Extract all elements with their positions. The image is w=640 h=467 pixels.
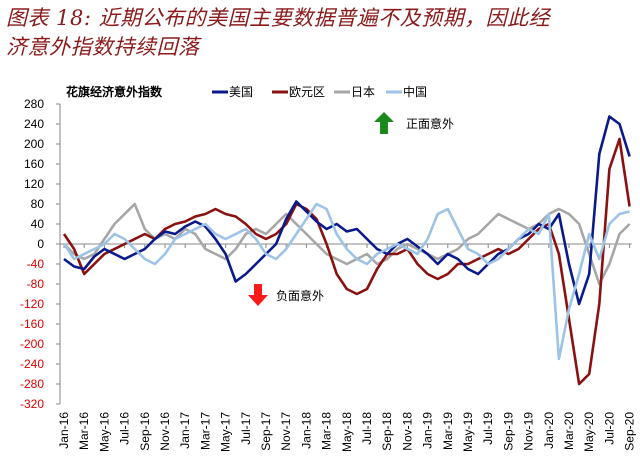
y-tick-label: 200 xyxy=(24,137,44,151)
x-tick-label: Jul-17 xyxy=(239,412,253,445)
annotation-positive: 正面意外 xyxy=(374,112,454,134)
legend: 美国 欧元区 日本 中国 xyxy=(212,84,427,99)
annotation-negative: 负面意外 xyxy=(248,284,324,306)
x-tick-label: Sep-16 xyxy=(138,412,152,451)
legend-label: 中国 xyxy=(403,84,427,99)
x-tick-label: Jan-18 xyxy=(299,412,313,449)
x-tick-label: Jul-19 xyxy=(481,412,495,445)
y-tick-label: -240 xyxy=(20,357,44,371)
x-tick-label: Nov-18 xyxy=(400,412,414,451)
y-tick-label: -200 xyxy=(20,337,44,351)
x-tick-label: May-17 xyxy=(219,412,233,452)
x-tick-label: May-18 xyxy=(340,412,354,452)
y-tick-label: 40 xyxy=(31,217,45,231)
x-tick-label: May-16 xyxy=(97,412,111,452)
x-tick-label: Sep-19 xyxy=(501,412,515,451)
y-tick-label: 160 xyxy=(24,157,44,171)
y-tick-label: 0 xyxy=(37,237,44,251)
x-tick-label: Mar-17 xyxy=(198,412,212,450)
x-tick-label: Nov-16 xyxy=(158,412,172,451)
annotation-positive-label: 正面意外 xyxy=(406,116,454,131)
legend-label: 美国 xyxy=(229,85,253,99)
legend-label: 日本 xyxy=(351,85,375,99)
x-tick-label: Sep-18 xyxy=(380,412,394,451)
series-line-3 xyxy=(62,202,630,361)
x-tick-label: May-19 xyxy=(461,412,475,452)
figure-title-line1: 图表 18: 近期公布的美国主要数据普遍不及预期，因此经 xyxy=(6,6,551,30)
axes: 280 240 200 160 120 80 40 0 -40 -80 -120 -160 -200 -2… xyxy=(20,97,637,452)
y-tick-label: 120 xyxy=(24,177,44,191)
x-tick-label: Jul-18 xyxy=(360,412,374,445)
annotation-negative-label: 负面意外 xyxy=(276,288,324,303)
series-line-0 xyxy=(63,115,631,306)
x-tick-label: Jan-19 xyxy=(421,412,435,449)
y-tick-label: 240 xyxy=(24,117,44,131)
series-lines xyxy=(62,115,631,386)
x-tick-label: Jan-20 xyxy=(542,412,556,449)
y-tick-label: -320 xyxy=(20,397,44,411)
x-tick-label: Jan-17 xyxy=(178,412,192,449)
x-tick-label: Sep-17 xyxy=(259,412,273,451)
y-tick-label: 280 xyxy=(24,97,44,111)
x-tick-label: May-20 xyxy=(582,412,596,452)
x-tick-label: Mar-20 xyxy=(562,412,576,450)
y-tick-label: -80 xyxy=(27,277,45,291)
y-tick-label: -120 xyxy=(20,297,44,311)
x-tick-label: Mar-18 xyxy=(320,412,334,450)
x-tick-label: Mar-19 xyxy=(441,412,455,450)
figure-title-line2: 济意外指数持续回落 xyxy=(6,35,200,59)
figure-title: 图表 18: 近期公布的美国主要数据普遍不及预期，因此经 济意外指数持续回落 xyxy=(6,4,636,62)
legend-label: 欧元区 xyxy=(289,85,325,99)
x-tick-label: Jan-16 xyxy=(57,412,71,449)
x-tick-label: Nov-17 xyxy=(279,412,293,451)
x-tick-label: Jul-20 xyxy=(602,412,616,445)
x-tick-label: Mar-16 xyxy=(77,412,91,450)
x-tick-label: Sep-20 xyxy=(623,412,637,451)
y-tick-label: -160 xyxy=(20,317,44,331)
up-arrow-icon xyxy=(374,112,394,134)
y-tick-label: 80 xyxy=(31,197,45,211)
y-tick-label: -40 xyxy=(27,257,45,271)
down-arrow-icon xyxy=(248,284,268,306)
chart-title: 花旗经济意外指数 xyxy=(66,84,163,99)
x-tick-label: Nov-19 xyxy=(522,412,536,451)
x-tick-label: Jul-16 xyxy=(118,412,132,445)
y-tick-label: -280 xyxy=(20,377,44,391)
